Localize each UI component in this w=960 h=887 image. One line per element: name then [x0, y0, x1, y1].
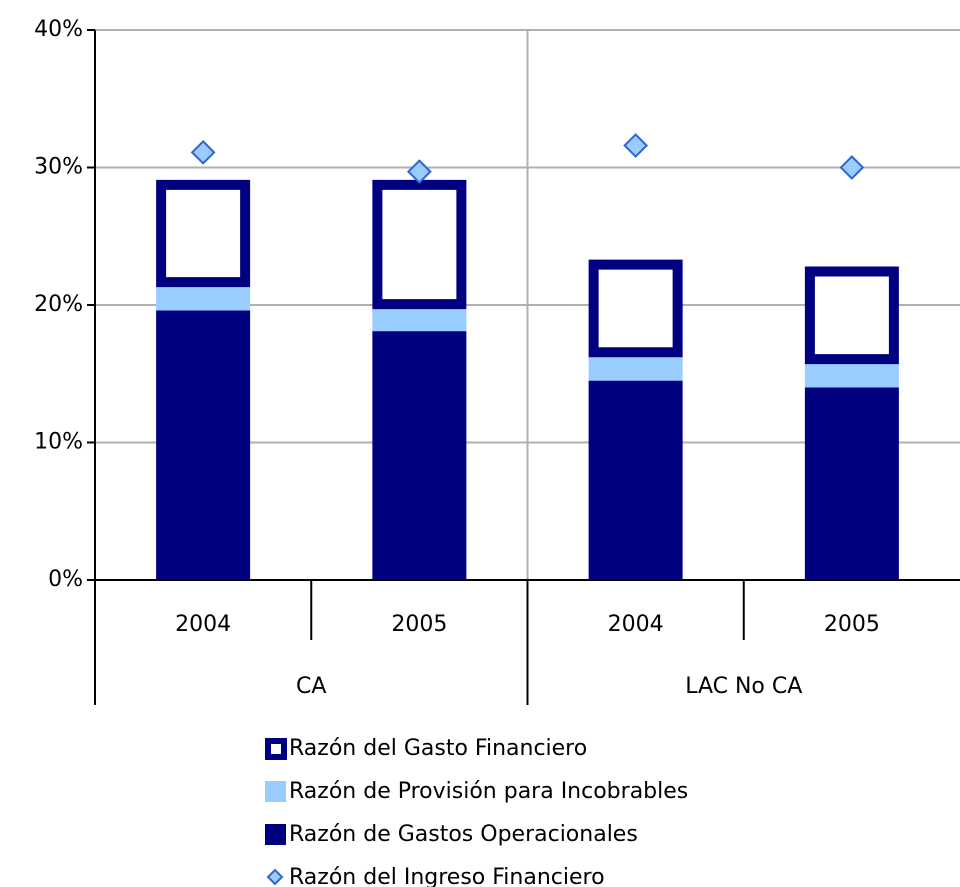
y-tick-label: 20% [34, 292, 83, 317]
x-tick-label: 2004 [608, 612, 664, 637]
bar-segment [804, 387, 899, 580]
legend-label: Razón de Gastos Operacionales [289, 822, 638, 847]
x-tick-label: 2005 [391, 612, 447, 637]
marker [190, 139, 216, 165]
bar-segment [372, 309, 467, 332]
bar-segment [156, 287, 251, 311]
bar-segment [372, 179, 467, 310]
y-tick-label: 10% [34, 430, 83, 455]
bar-segment [588, 380, 683, 580]
legend-swatch [265, 738, 287, 760]
bar-segment [588, 357, 683, 381]
legend-marker [266, 868, 284, 886]
marker [623, 133, 649, 158]
bar-segment [156, 179, 251, 288]
bar-segment [156, 310, 251, 580]
x-tick-label: 2004 [175, 612, 231, 637]
legend-label: Razón del Gasto Financiero [289, 736, 587, 761]
x-tick-label: 2005 [824, 612, 880, 637]
marker [839, 155, 865, 180]
bar-segment [804, 266, 899, 365]
bar-segment [804, 364, 899, 388]
y-tick-label: 30% [34, 155, 83, 180]
group-label: LAC No CA [685, 674, 802, 699]
group-label: CA [296, 674, 326, 699]
legend-label: Razón del Ingreso Financiero [289, 865, 605, 887]
bar-segment [588, 259, 683, 358]
y-tick-label: 0% [48, 567, 83, 592]
legend-swatch [265, 824, 286, 845]
y-tick-label: 40% [34, 17, 83, 42]
marker [406, 159, 432, 185]
bar-segment [372, 331, 467, 580]
legend-swatch [265, 781, 286, 802]
legend-label: Razón de Provisión para Incobrables [289, 779, 688, 804]
